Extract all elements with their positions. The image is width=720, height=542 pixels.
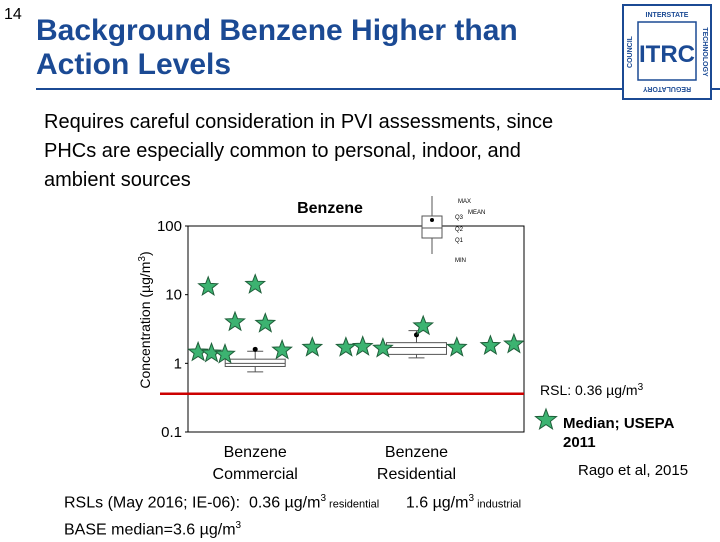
footer-line-1: RSLs (May 2016; IE-06): 0.36 µg/m3 resid…: [64, 493, 522, 512]
boxplot-legend-label: MIN: [455, 258, 466, 264]
boxplot-legend: MAX MEAN Q3 Q2 Q1 MIN: [421, 196, 485, 264]
slide-title: Background Benzene Higher than Action Le…: [36, 14, 596, 82]
median-star-marker: [445, 336, 468, 357]
body-line-1: Requires careful consideration in PVI as…: [44, 111, 554, 133]
title-underline: [36, 88, 720, 90]
plot-frame: [187, 225, 525, 433]
median-star-marker: [254, 312, 277, 333]
x-category-label-line1: Benzene: [224, 444, 287, 461]
boxplot-legend-label: Q2: [455, 227, 464, 233]
star-legend-line-2: 2011: [563, 434, 596, 451]
boxplot-legend-label: MAX: [458, 199, 471, 205]
median-star-marker: [301, 336, 324, 357]
footer-text: RSLs (May 2016; IE-06): 0.36 µg/m3 resid…: [64, 488, 704, 542]
slide-number: 14: [4, 6, 22, 23]
median-star-marker: [271, 338, 293, 360]
legend-box: [421, 215, 443, 239]
logo-top-text: INTERSTATE: [646, 12, 689, 19]
boxplot-box: [224, 358, 286, 367]
boxplot-box: [385, 342, 447, 355]
plot-area: 100 10 1 0.1 Benzene Commercial Benzene Residen…: [157, 218, 525, 483]
median-star-marker: [503, 332, 525, 354]
median-star-marker: [244, 273, 267, 294]
boxplot-legend-label: Q1: [455, 238, 464, 244]
itrc-logo: ITRC INTERSTATE REGULATORY COUNCIL TECHN…: [622, 4, 712, 100]
source-citation: Rago et al, 2015: [578, 462, 688, 479]
logo-bottom-text: REGULATORY: [643, 85, 691, 92]
median-star-marker: [351, 335, 374, 356]
x-category-label-line2: Residential: [377, 466, 456, 483]
boxplot-mean-dot: [252, 346, 258, 352]
logo-left-text: COUNCIL: [627, 35, 634, 68]
star-legend-line-1: Median; USEPA: [563, 415, 675, 432]
y-tick-label: 100: [157, 218, 182, 235]
star-legend-marker: [534, 407, 558, 431]
boxplot: [385, 330, 447, 359]
median-star-marker: [412, 314, 435, 336]
body-text: Requires careful consideration in PVI as…: [44, 108, 684, 195]
median-star-marker: [335, 336, 357, 357]
x-category-label-line1: Benzene: [385, 444, 448, 461]
star-legend: Median; USEPA 2011: [534, 407, 675, 451]
median-star-marker: [187, 340, 209, 362]
logo-center-text: ITRC: [639, 41, 695, 68]
chart-title: Benzene: [297, 200, 363, 217]
median-star-marker: [200, 341, 223, 363]
median-star-marker: [372, 336, 394, 358]
footer-line-2: BASE median=3.6 µg/m3: [64, 520, 242, 539]
y-tick-label: 1: [174, 355, 182, 372]
median-star-marker: [479, 334, 502, 356]
boxplot-legend-label: Q3: [455, 215, 464, 221]
benzene-chart: Benzene Concentration (µg/m3) 100 10 1 0.1 B…: [137, 196, 688, 483]
x-category-label-line2: Commercial: [213, 466, 298, 483]
boxplot: [224, 346, 286, 373]
y-axis-label: Concentration (µg/m3): [137, 251, 153, 388]
body-line-2: PHCs are especially common to personal, …: [44, 140, 521, 162]
title-line-2: Action Levels: [36, 48, 232, 81]
y-tick-label: 0.1: [161, 424, 182, 441]
legend-mean-dot: [430, 218, 434, 222]
body-line-3: ambient sources: [44, 169, 191, 191]
y-tick-label: 10: [165, 287, 182, 304]
median-star-marker: [224, 310, 246, 332]
rsl-label: RSL: 0.36 µg/m3: [540, 382, 644, 398]
boxplot-legend-label: MEAN: [468, 210, 485, 216]
median-star-marker: [197, 275, 220, 297]
logo-right-text: TECHNOLOGY: [701, 27, 708, 77]
title-line-1: Background Benzene Higher than: [36, 14, 518, 47]
median-star-marker: [214, 342, 236, 364]
